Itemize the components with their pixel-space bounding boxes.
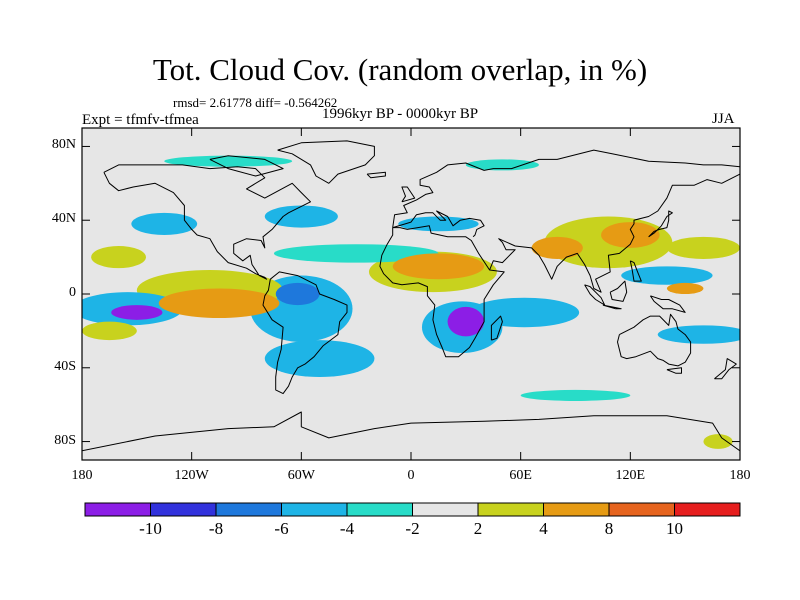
coastline [262,271,348,395]
colorbar-swatch [608,502,675,517]
colorbar-swatch [674,502,741,517]
coastline [103,164,311,280]
axis-ticks [81,128,741,460]
anomaly-region [601,222,660,248]
anomaly-region [131,212,198,235]
colorbar-swatch [412,502,479,517]
colorbar-swatch [281,502,348,517]
colorbar-swatch [215,502,282,517]
x-tick-label: 180 [71,468,93,483]
x-tick-label: 180 [729,468,751,483]
coastline [617,313,692,367]
colorbar-label: 2 [473,519,483,538]
colorbar-swatch [84,502,151,517]
anomaly-region [666,282,704,295]
anomaly-region [264,340,375,377]
y-tick-label: 40S [54,358,76,374]
coastline [490,315,503,341]
anomaly-region [82,321,137,341]
coastline [392,210,485,238]
anomaly-region [275,282,320,306]
anomaly-region [469,297,580,328]
anomaly-region [531,236,583,259]
colorbar-swatch [346,502,413,517]
coastline [401,186,416,203]
stats-label: rmsd= 2.61778 diff= -0.564262 [173,95,338,110]
coastline [666,367,682,374]
colorbar-label: 10 [666,519,683,538]
x-tick-label: 0 [407,468,415,483]
anomaly-region [465,159,539,171]
x-tick-label: 120W [174,468,209,483]
coastline [629,260,642,282]
chart-title: Tot. Cloud Cov. (random overlap, in %) [152,52,648,87]
colorbar-swatch [477,502,544,517]
colorbar-label: 8 [604,519,614,538]
coastline [209,155,284,177]
anomaly-region [158,288,280,318]
y-tick-label: 80S [54,432,76,448]
colorbar-label: -4 [339,519,355,538]
anomaly-region [264,205,338,228]
coastlines [82,140,740,452]
y-tick-label: 0 [69,285,76,300]
coastline [648,210,673,238]
colorbar-label: 4 [539,519,548,538]
anomaly-region [273,244,439,263]
anomaly-field [82,155,740,449]
coastline [602,304,622,310]
anomaly-region [703,434,733,449]
coastline [379,225,505,358]
colorbar-label: -8 [208,519,224,538]
coastline [714,358,737,380]
anomaly-region [111,305,163,320]
period-label: 1996kyr BP - 0000kyr BP [322,106,479,122]
x-tick-label: 120E [615,468,646,483]
coastline [489,173,740,293]
x-tick-label: 60W [287,468,315,483]
colorbar-label: -2 [405,519,420,538]
colorbar-swatch [150,502,217,517]
season-label: JJA [712,111,735,127]
anomaly-region [657,325,740,344]
anomaly-region [520,389,631,401]
colorbar-label: -6 [274,519,289,538]
colorbar-label: -10 [139,519,162,538]
coastline [392,149,740,228]
anomaly-region [666,236,740,259]
y-tick-label: 80N [51,137,76,153]
experiment-label: Expt = tfmfv-tfmea [82,112,199,128]
coastline [366,171,386,179]
anomaly-region [447,306,485,337]
coastline [277,140,375,184]
anomaly-region [621,266,713,285]
coastline [649,295,686,313]
colorbar-swatch [543,502,610,517]
coastline [609,280,628,302]
anomaly-region [91,246,146,269]
coastline [82,411,740,452]
colorbar [84,502,741,517]
anomaly-region [392,253,485,280]
x-tick-label: 60E [509,468,532,483]
y-tick-label: 40N [51,211,76,227]
